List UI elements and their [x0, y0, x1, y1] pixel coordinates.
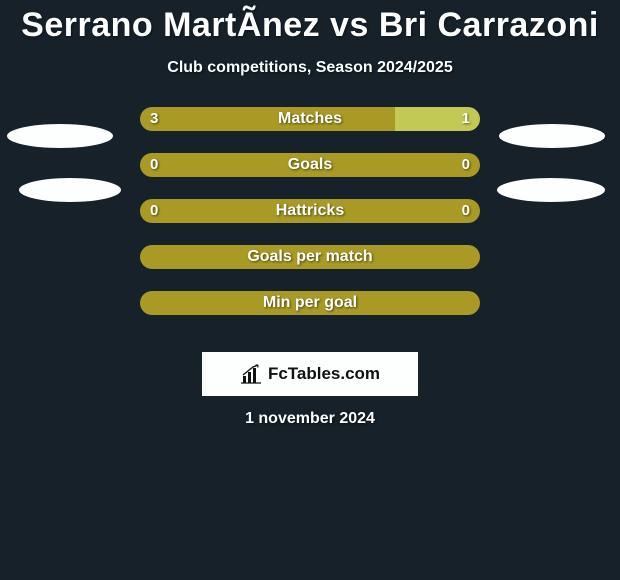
stat-row: Goals per match	[0, 245, 620, 291]
stat-bar-p1	[140, 107, 395, 131]
stat-value-p2: 0	[462, 199, 470, 223]
stat-value-p1: 3	[150, 107, 158, 131]
player-avatar-ellipse	[19, 178, 121, 202]
stat-bar-p1	[140, 199, 480, 223]
stat-bar-p1	[140, 153, 480, 177]
fctables-logo[interactable]: FcTables.com	[202, 352, 418, 396]
stat-bar: Min per goal	[140, 291, 480, 315]
stat-row: Min per goal	[0, 291, 620, 337]
stat-bar-p1	[140, 245, 480, 269]
bar-chart-icon	[240, 364, 262, 384]
stat-bar: 00Goals	[140, 153, 480, 177]
stat-bar: Goals per match	[140, 245, 480, 269]
stat-row: 00Hattricks	[0, 199, 620, 245]
stat-bar: 31Matches	[140, 107, 480, 131]
page-subtitle: Club competitions, Season 2024/2025	[0, 59, 620, 77]
stat-bar: 00Hattricks	[140, 199, 480, 223]
stat-bar-p1	[140, 291, 480, 315]
stat-value-p1: 0	[150, 199, 158, 223]
page-title: Serrano MartÃnez vs Bri Carrazoni	[0, 0, 620, 45]
player-avatar-ellipse	[499, 124, 605, 148]
date-label: 1 november 2024	[0, 410, 620, 428]
player-avatar-ellipse	[7, 124, 113, 148]
logo-text: FcTables.com	[268, 364, 380, 384]
stat-value-p2: 0	[462, 153, 470, 177]
stat-value-p2: 1	[462, 107, 470, 131]
player-avatar-ellipse	[497, 178, 605, 202]
stat-value-p1: 0	[150, 153, 158, 177]
